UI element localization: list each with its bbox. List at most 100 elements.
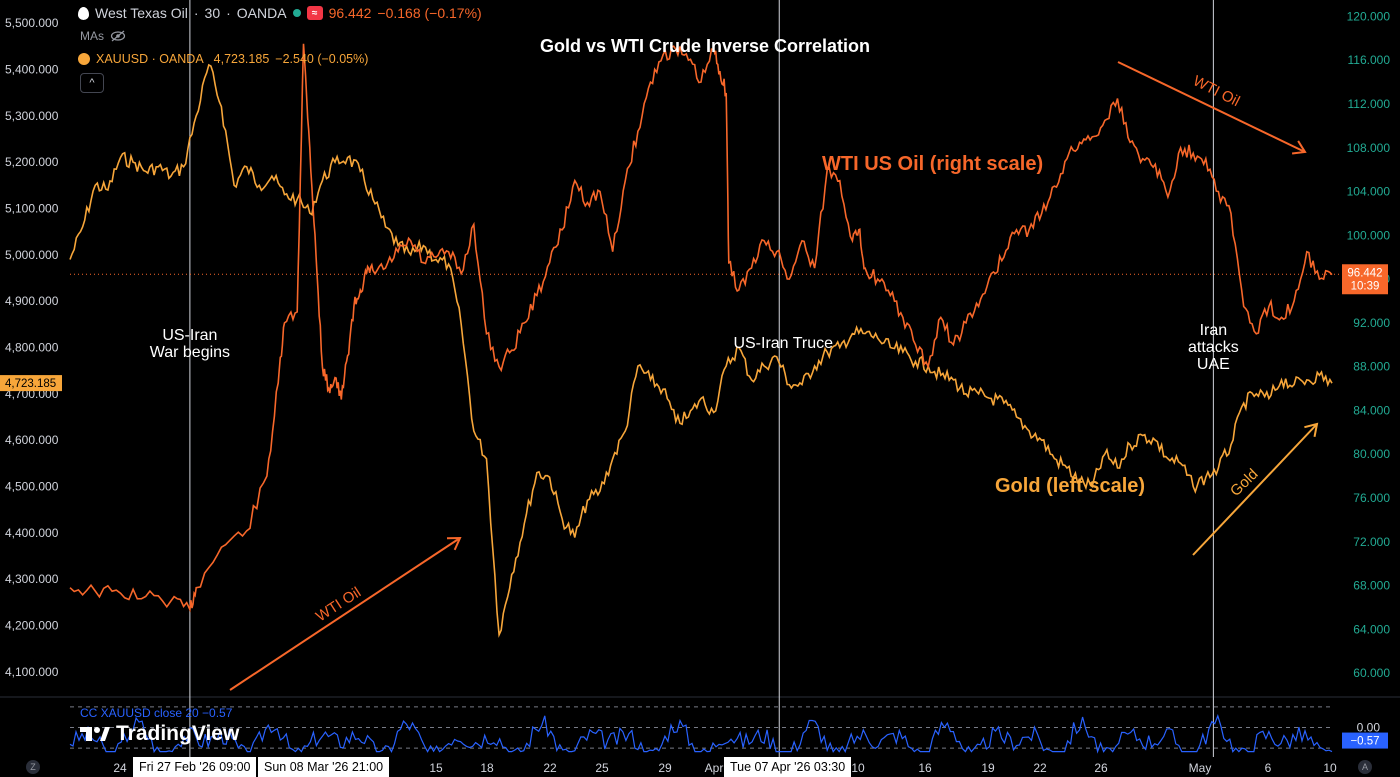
x-axis-tick-label: 26 <box>1094 761 1108 775</box>
right-axis-tick-label: 64.000 <box>1353 622 1390 636</box>
x-axis-tick-label: 15 <box>429 761 443 775</box>
x-axis-tick-label: 19 <box>981 761 995 775</box>
gold-up-arrow[interactable] <box>1192 422 1319 556</box>
right-axis-tick-label: 116.000 <box>1348 53 1391 67</box>
oil-series-line[interactable] <box>69 43 1333 613</box>
gold-series-line[interactable] <box>69 63 1333 638</box>
auto-scale-button[interactable]: A <box>1358 760 1372 774</box>
collapse-legend-button[interactable]: ^ <box>80 73 104 93</box>
crosshair-time-label: Sun 08 Mar '26 21:00 <box>258 757 390 777</box>
left-axis-tick-label: 4,800.000 <box>5 341 59 355</box>
x-axis-tick-label: 29 <box>658 761 672 775</box>
left-axis-tick-label: 5,200.000 <box>5 155 59 169</box>
chevron-up-icon: ^ <box>89 77 95 89</box>
right-axis-tick-label: 92.000 <box>1353 316 1390 330</box>
crosshair-time-label: Fri 27 Feb '26 09:00 <box>133 757 257 777</box>
event-annotation: Iran <box>1200 322 1228 339</box>
right-axis-tick-label: 72.000 <box>1353 535 1390 549</box>
oil-down-arrow[interactable] <box>1117 61 1307 155</box>
x-axis-tick-label: 6 <box>1265 761 1272 775</box>
oil-series-label: WTI US Oil (right scale) <box>822 153 1043 175</box>
tradingview-logo[interactable]: TradingView <box>80 722 239 746</box>
left-axis-tick-label: 4,600.000 <box>5 433 59 447</box>
market-open-icon <box>292 9 301 17</box>
right-axis-tick-label: 120.000 <box>1347 9 1391 23</box>
tradingview-logo-icon <box>80 727 110 741</box>
indicator-value-text: −0.57 <box>1350 736 1379 748</box>
right-axis-tick-label: 80.000 <box>1353 447 1390 461</box>
eye-hidden-icon[interactable] <box>110 30 126 42</box>
x-axis-tick-label: May <box>1189 761 1212 775</box>
left-axis-tick-label: 5,400.000 <box>5 63 59 77</box>
left-axis-tick-label: 4,100.000 <box>5 665 59 679</box>
event-annotation: US-Iran <box>162 327 217 344</box>
x-axis-tick-label: 22 <box>1033 761 1047 775</box>
x-axis-tick-label: 10 <box>851 761 865 775</box>
x-axis-tick-label: 16 <box>918 761 932 775</box>
gold-arrow-label: Gold <box>1227 466 1262 500</box>
cc-indicator-line[interactable] <box>69 714 1333 754</box>
countdown-text: 10:39 <box>1351 280 1380 292</box>
current-gold-price-text: 4,723.185 <box>5 378 56 390</box>
event-annotation: attacks <box>1188 339 1239 356</box>
left-axis-tick-label: 4,500.000 <box>5 480 59 494</box>
right-axis-tick-label: 100.000 <box>1347 228 1391 242</box>
gold-series-label: Gold (left scale) <box>995 475 1145 497</box>
gold-price: 4,723.185 <box>213 52 270 66</box>
right-axis-tick-label: 104.000 <box>1347 185 1391 199</box>
x-axis-tick-label: 10 <box>1323 761 1337 775</box>
oil-legend[interactable]: West Texas Oil · 30 · OANDA ≈ 96.442 −0.… <box>78 5 482 21</box>
indicator-tick-label: 0.00 <box>1357 721 1381 735</box>
chart-title: Gold vs WTI Crude Inverse Correlation <box>540 36 870 56</box>
gold-change: −2.540 (−0.05%) <box>275 52 369 66</box>
oil-broker: OANDA <box>236 5 287 21</box>
indicator-value-tag[interactable] <box>1342 732 1388 749</box>
left-axis-tick-label: 4,200.000 <box>5 619 59 633</box>
mas-label: MAs <box>80 29 104 43</box>
left-axis-tick-label: 4,400.000 <box>5 526 59 540</box>
right-axis-tick-label: 84.000 <box>1353 403 1390 417</box>
right-axis: 120.000 116.000 112.000 108.000 104.000 100.0… <box>1347 9 1391 680</box>
left-axis-tick-label: 5,500.000 <box>5 16 59 30</box>
event-annotation: US-Iran Truce <box>733 335 833 352</box>
current-gold-price-tag[interactable] <box>0 375 62 392</box>
right-axis-tick-label: 108.000 <box>1347 141 1391 155</box>
left-axis-tick-label: 4,900.000 <box>5 294 59 308</box>
x-axis-tick-label: Apr <box>705 761 724 775</box>
event-annotation: UAE <box>1197 356 1230 373</box>
oil-symbol-name: West Texas Oil <box>95 5 188 21</box>
right-axis-tick-label: 88.000 <box>1353 360 1390 374</box>
left-axis: 5,500.000 5,400.000 5,300.000 5,200.000 5,10… <box>5 16 59 679</box>
oil-interval: 30 <box>204 5 221 21</box>
cc-indicator-label[interactable]: CC XAUUSD close 20 −0.57 <box>80 706 233 720</box>
oil-down-arrow-label: WTI Oil <box>1190 72 1242 110</box>
gold-symbol: XAUUSD · OANDA <box>96 52 204 66</box>
x-axis-tick-label: 25 <box>595 761 609 775</box>
event-annotation: War begins <box>150 344 230 361</box>
compare-icon[interactable]: ≈ <box>306 6 323 20</box>
current-oil-price-tag[interactable] <box>1342 264 1388 295</box>
oil-change: −0.168 (−0.17%) <box>377 5 482 21</box>
x-axis-tick-label: 24 <box>113 761 127 775</box>
left-axis-tick-label: 4,300.000 <box>5 572 59 586</box>
oil-up-arrow[interactable] <box>229 536 462 691</box>
right-axis-tick-label: 76.000 <box>1353 491 1390 505</box>
oil-price: 96.442 <box>328 5 372 21</box>
x-axis-tick-label: 18 <box>480 761 494 775</box>
current-oil-price-text: 96.442 <box>1347 267 1382 279</box>
droplet-icon <box>78 6 89 20</box>
indicator-pane: CC XAUUSD close 20 −0.57 0.00−0.57 <box>69 706 1388 754</box>
gold-bars-icon <box>78 53 90 65</box>
x-axis: 24 15 18 22 25 29 Apr 10 16 19 22 26 May 6 10 <box>113 761 1337 775</box>
gold-legend[interactable]: XAUUSD · OANDA 4,723.185 −2.540 (−0.05%) <box>78 52 368 66</box>
crosshair-time-label: Tue 07 Apr '26 03:30 <box>724 757 852 777</box>
right-axis-tick-label: 68.000 <box>1353 579 1390 593</box>
left-axis-tick-label: 5,100.000 <box>5 202 59 216</box>
left-axis-tick-label: 5,000.000 <box>5 248 59 262</box>
timezone-corner-button[interactable]: Z <box>26 760 40 774</box>
tradingview-logo-text: TradingView <box>116 722 240 745</box>
x-axis-tick-label: 22 <box>543 761 557 775</box>
moving-averages-toggle[interactable]: MAs <box>80 29 126 43</box>
right-axis-tick-label: 60.000 <box>1353 666 1390 680</box>
